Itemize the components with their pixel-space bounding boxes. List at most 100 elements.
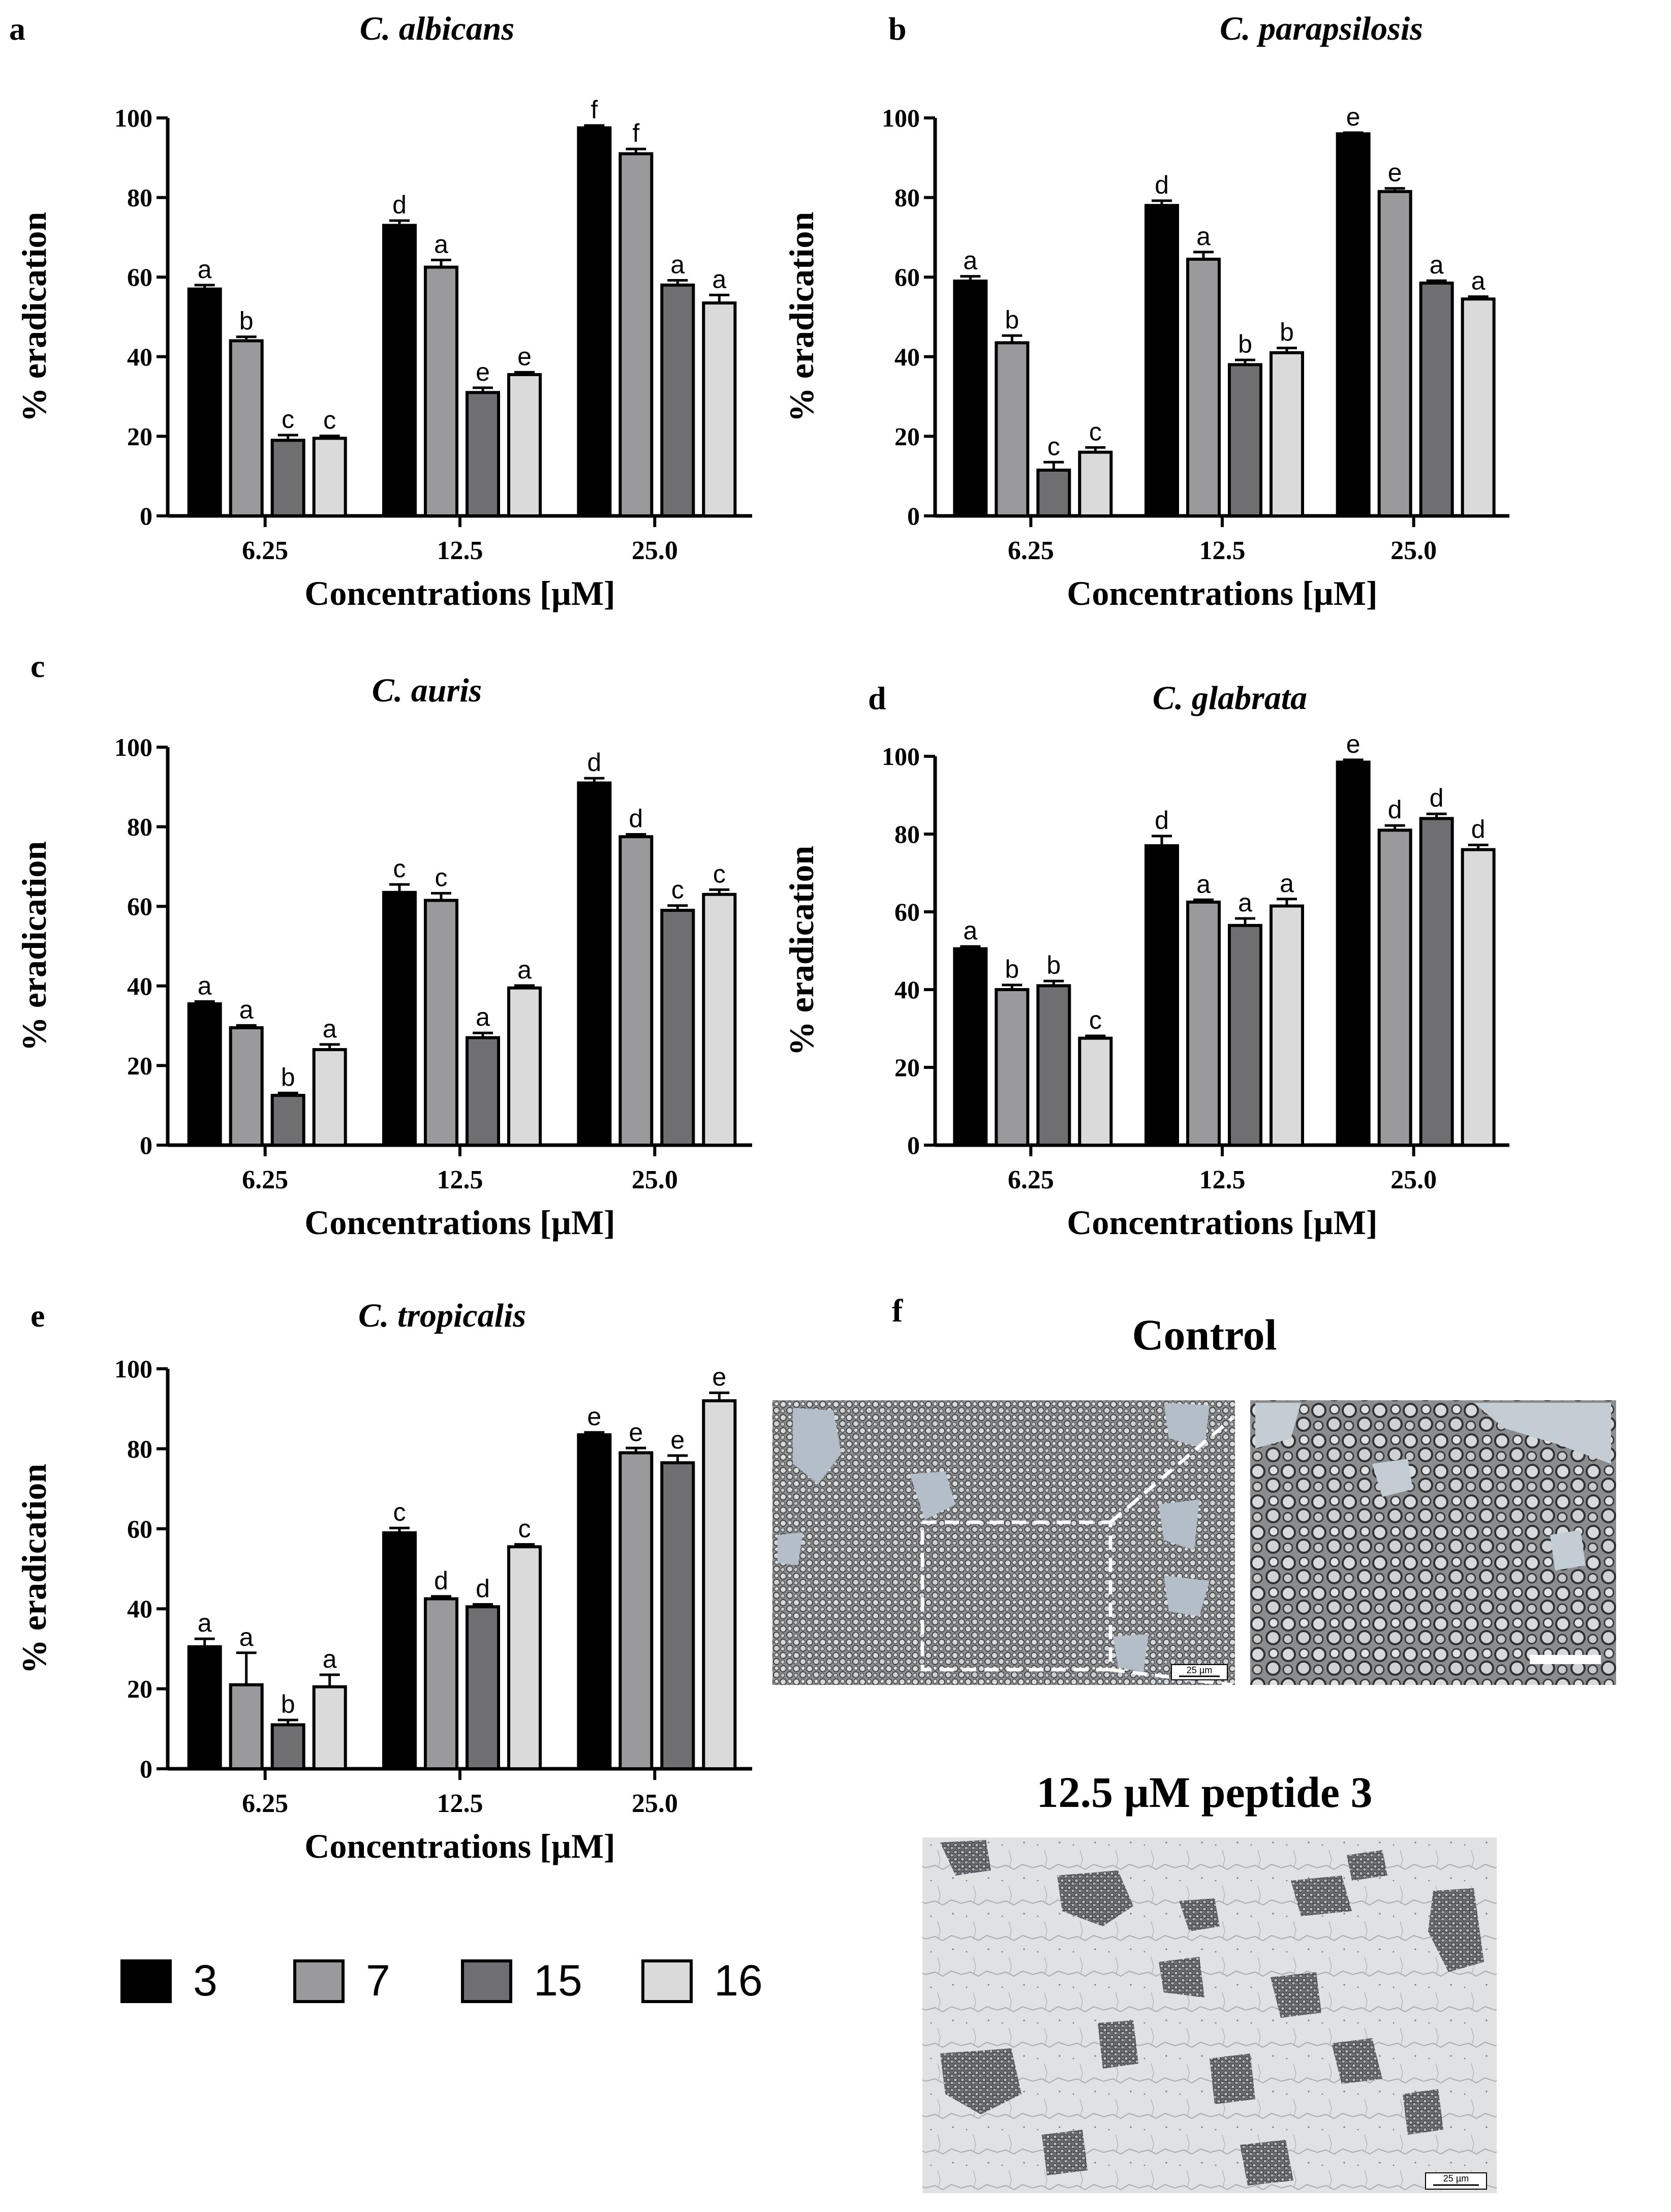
- chart-title: C. albicans: [360, 10, 514, 47]
- bar: [507, 1545, 542, 1771]
- significance-letter: b: [239, 307, 254, 335]
- significance-letter: d: [587, 748, 601, 777]
- bar: [577, 781, 612, 1147]
- bar: [1461, 297, 1496, 517]
- y-tick-label: 0: [907, 1131, 920, 1159]
- significance-letter: d: [434, 1566, 448, 1595]
- bar: [312, 1685, 347, 1771]
- bar: [424, 899, 458, 1147]
- bar: [1270, 904, 1304, 1147]
- significance-letter: d: [1430, 784, 1444, 812]
- y-tick-label: 80: [894, 820, 920, 848]
- y-tick-label: 60: [894, 898, 920, 926]
- bar: [312, 437, 347, 517]
- significance-letter: b: [281, 1690, 295, 1718]
- significance-letter: a: [517, 956, 532, 984]
- y-tick-label: 100: [882, 104, 920, 132]
- significance-letter: a: [1430, 251, 1444, 279]
- x-axis-label: Concentrations [µM]: [304, 1203, 615, 1242]
- bar: [1270, 351, 1304, 517]
- y-tick-label: 0: [907, 502, 920, 530]
- bar: [953, 947, 988, 1147]
- significance-letter: d: [629, 804, 643, 833]
- bar: [953, 280, 988, 518]
- significance-letter: e: [1346, 103, 1360, 131]
- x-tick-label: 6.25: [242, 536, 288, 565]
- bar: [466, 391, 500, 518]
- cell-clump: [1347, 1850, 1387, 1881]
- cell-clump: [1332, 2038, 1382, 2084]
- significance-letter: a: [1471, 267, 1486, 295]
- significance-letter: d: [1388, 795, 1402, 824]
- y-tick-label: 80: [127, 813, 152, 841]
- significance-letter: c: [1089, 417, 1102, 446]
- panel-letter: d: [868, 680, 886, 716]
- bar: [702, 301, 737, 517]
- bar: [618, 152, 654, 518]
- chart-title: C. tropicalis: [358, 1297, 526, 1334]
- legend-label: 16: [714, 1956, 763, 2005]
- chart-title: C. auris: [372, 672, 482, 709]
- significance-letter: a: [198, 971, 212, 1000]
- bar: [660, 283, 695, 517]
- legend-label: 7: [366, 1956, 390, 2005]
- bar: [1419, 817, 1454, 1147]
- significance-letter: a: [1280, 869, 1294, 898]
- bar: [660, 1461, 695, 1771]
- significance-letter: b: [1280, 318, 1294, 347]
- scale-bar-box: [1425, 2172, 1487, 2190]
- y-tick-label: 20: [894, 1053, 920, 1082]
- bar: [466, 1605, 500, 1770]
- biofilm-gap: [778, 1532, 803, 1565]
- y-tick-label: 100: [114, 104, 152, 132]
- bar: [1228, 363, 1262, 518]
- bar: [702, 893, 737, 1147]
- biofilm-gap: [1550, 1530, 1586, 1571]
- bar: [382, 890, 417, 1147]
- x-axis-label: Concentrations [µM]: [1067, 574, 1377, 612]
- bar: [187, 1002, 222, 1147]
- significance-letter: c: [1089, 1006, 1102, 1034]
- bar: [1036, 984, 1071, 1147]
- biofilm-gap: [910, 1471, 955, 1520]
- cell-clump: [1179, 1898, 1220, 1931]
- x-tick-label: 6.25: [242, 1789, 288, 1818]
- zoom-line-top: [1109, 1417, 1234, 1524]
- significance-letter: a: [239, 995, 254, 1024]
- biofilm-gap: [1255, 1403, 1301, 1449]
- chart-title: C. glabrata: [1153, 680, 1307, 717]
- x-tick-label: 25.0: [1390, 1165, 1437, 1194]
- bar: [1144, 844, 1179, 1147]
- chart-panel-a: a C. albicans 0 20 40 60 80 100 % eradication 6.2…: [9, 10, 752, 612]
- significance-letter: a: [198, 1609, 212, 1637]
- bar: [466, 1036, 500, 1147]
- y-tick-label: 60: [127, 1515, 152, 1543]
- biofilm-gap: [1113, 1634, 1149, 1672]
- bar: [187, 1645, 222, 1771]
- significance-letter: d: [1471, 815, 1486, 843]
- bar: [1144, 204, 1179, 517]
- significance-letter: d: [1155, 171, 1169, 199]
- bar: [270, 1723, 305, 1770]
- bar: [270, 439, 305, 517]
- x-tick-label: 25.0: [632, 1789, 678, 1818]
- significance-letter: c: [323, 406, 336, 435]
- bar: [618, 1451, 654, 1770]
- biofilm-gap: [793, 1408, 841, 1484]
- y-tick-label: 100: [114, 733, 152, 761]
- significance-letter: e: [1346, 730, 1360, 758]
- bar: [1336, 760, 1371, 1147]
- cell-clump: [1098, 2020, 1138, 2069]
- y-tick-label: 20: [127, 422, 152, 450]
- significance-letter: a: [670, 250, 685, 279]
- significance-letter: a: [1238, 888, 1252, 917]
- bar: [702, 1399, 737, 1770]
- treated-micrograph: 25 µm: [922, 1837, 1497, 2193]
- cell-clump: [1210, 2053, 1255, 2104]
- control-micrograph-zoom: [1250, 1400, 1616, 1685]
- cell-clump: [1057, 1870, 1133, 1926]
- cell-clump: [1240, 2140, 1293, 2186]
- y-tick-label: 0: [140, 1755, 152, 1783]
- x-tick-label: 25.0: [1390, 536, 1437, 565]
